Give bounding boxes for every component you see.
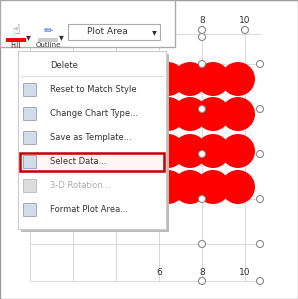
Text: 6: 6	[156, 268, 162, 277]
Text: 7: 7	[19, 164, 25, 173]
Text: 10: 10	[239, 268, 251, 277]
Bar	[23, 203, 36, 216]
Circle shape	[196, 170, 230, 204]
Text: Plot Area: Plot Area	[87, 28, 127, 36]
Bar	[23, 179, 36, 192]
Text: ☝: ☝	[12, 25, 20, 37]
Text: 0: 0	[27, 16, 33, 25]
Circle shape	[173, 62, 207, 96]
Circle shape	[173, 134, 207, 168]
Bar	[23, 155, 36, 168]
Bar	[20, 153, 164, 171]
Circle shape	[196, 134, 230, 168]
Text: Format Plot Area...: Format Plot Area...	[50, 205, 128, 213]
Circle shape	[198, 60, 206, 68]
Circle shape	[151, 170, 185, 204]
Text: 2: 2	[70, 16, 76, 25]
Text: Delete: Delete	[50, 60, 78, 69]
Text: Select Data...: Select Data...	[50, 156, 106, 166]
Circle shape	[198, 240, 206, 248]
Bar	[21, 54, 169, 232]
Circle shape	[151, 62, 185, 96]
Circle shape	[173, 97, 207, 131]
Text: ✏: ✏	[43, 26, 53, 36]
Text: 3-D Rotation...: 3-D Rotation...	[50, 181, 111, 190]
Circle shape	[113, 27, 119, 33]
Circle shape	[241, 27, 249, 33]
Circle shape	[198, 196, 206, 202]
Circle shape	[198, 27, 206, 33]
Bar	[23, 131, 36, 144]
Text: 8: 8	[199, 268, 205, 277]
Text: Fill: Fill	[11, 40, 21, 50]
Text: ▾: ▾	[152, 27, 156, 37]
Circle shape	[156, 27, 162, 33]
Circle shape	[257, 196, 263, 202]
Circle shape	[27, 33, 33, 40]
Circle shape	[257, 60, 263, 68]
Text: ▾: ▾	[26, 32, 30, 42]
Text: Outline: Outline	[35, 42, 61, 48]
Circle shape	[257, 277, 263, 285]
Circle shape	[151, 134, 185, 168]
Bar	[23, 83, 36, 96]
Text: 6: 6	[156, 16, 162, 25]
Circle shape	[173, 170, 207, 204]
Circle shape	[198, 277, 206, 285]
Circle shape	[196, 62, 230, 96]
Circle shape	[151, 97, 185, 131]
Circle shape	[257, 106, 263, 112]
Circle shape	[257, 150, 263, 158]
Text: 4: 4	[113, 16, 119, 25]
Bar	[0, 0, 175, 47]
Bar	[38, 38, 58, 42]
Circle shape	[221, 97, 255, 131]
Bar	[68, 24, 160, 40]
Bar	[18, 51, 166, 229]
Bar	[6, 38, 26, 42]
Text: 10: 10	[239, 16, 251, 25]
Circle shape	[198, 33, 206, 40]
Bar	[23, 107, 36, 120]
Circle shape	[198, 150, 206, 158]
Circle shape	[221, 170, 255, 204]
Circle shape	[221, 134, 255, 168]
Circle shape	[257, 240, 263, 248]
Circle shape	[69, 27, 77, 33]
Circle shape	[198, 106, 206, 112]
Circle shape	[196, 97, 230, 131]
Text: Reset to Match Style: Reset to Match Style	[50, 85, 136, 94]
Text: Change Chart Type...: Change Chart Type...	[50, 109, 138, 118]
Text: ▾: ▾	[59, 32, 63, 42]
Text: Save as Template...: Save as Template...	[50, 132, 132, 141]
Text: 8: 8	[199, 16, 205, 25]
Circle shape	[27, 27, 33, 33]
Circle shape	[221, 62, 255, 96]
